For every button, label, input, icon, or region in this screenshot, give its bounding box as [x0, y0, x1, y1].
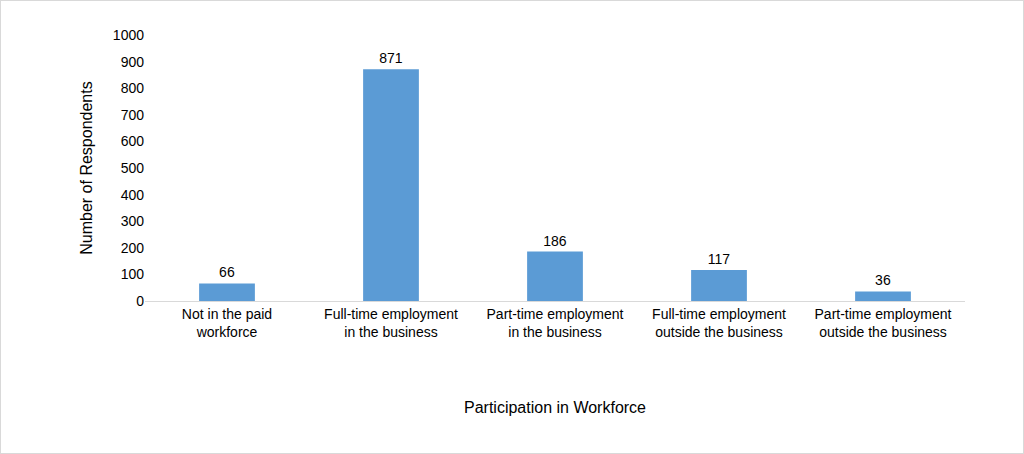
svg-text:300: 300 [121, 213, 145, 229]
svg-text:Full-time employmentin the bus: Full-time employmentin the business [324, 306, 458, 340]
svg-text:Part-time employmentin the bus: Part-time employmentin the business [487, 306, 624, 340]
svg-text:700: 700 [121, 107, 145, 123]
svg-text:Participation in Workforce: Participation in Workforce [464, 399, 646, 416]
svg-text:900: 900 [121, 54, 145, 70]
svg-text:500: 500 [121, 160, 145, 176]
svg-text:100: 100 [121, 266, 145, 282]
svg-text:66: 66 [219, 264, 235, 280]
svg-text:400: 400 [121, 187, 145, 203]
svg-text:36: 36 [875, 272, 891, 288]
svg-text:600: 600 [121, 133, 145, 149]
svg-text:Part-time employmentoutside th: Part-time employmentoutside the business [815, 306, 952, 340]
svg-text:800: 800 [121, 80, 145, 96]
svg-text:186: 186 [543, 233, 567, 249]
svg-text:Not in the paidworkforce: Not in the paidworkforce [182, 306, 272, 340]
svg-text:871: 871 [379, 50, 403, 66]
svg-text:117: 117 [708, 251, 731, 267]
svg-text:200: 200 [121, 240, 145, 256]
svg-text:0: 0 [136, 293, 144, 309]
svg-text:1000: 1000 [113, 27, 144, 43]
svg-text:Number of Respondents: Number of Respondents [78, 81, 95, 254]
svg-text:Full-time employmentoutside th: Full-time employmentoutside the business [652, 306, 786, 340]
